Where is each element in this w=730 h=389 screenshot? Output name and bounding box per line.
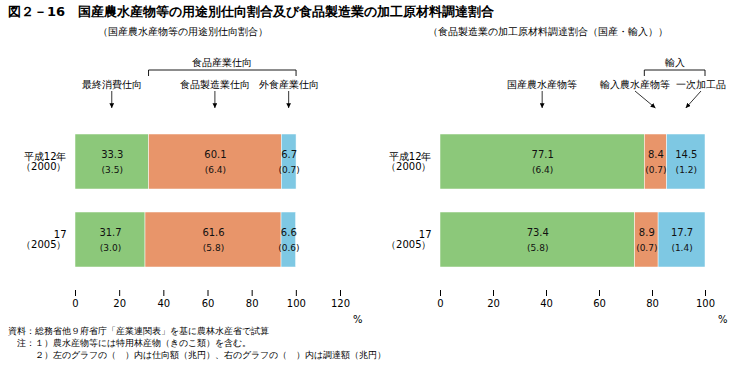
svg-text:(0.7): (0.7) — [645, 165, 666, 175]
svg-text:40: 40 — [540, 298, 553, 309]
svg-text:80: 80 — [246, 298, 259, 309]
svg-text:20: 20 — [113, 298, 126, 309]
svg-text:最終消費仕向: 最終消費仕向 — [82, 79, 142, 90]
svg-text:(3.5): (3.5) — [102, 165, 123, 175]
svg-text:一次加工品: 一次加工品 — [676, 79, 726, 90]
html-text:（食品製造業の加工原材料調達割合（国産・輸入））: （食品製造業の加工原材料調達割合（国産・輸入）） — [427, 26, 668, 37]
svg-text:%: % — [353, 314, 363, 325]
svg-text:平成12年（2000）: 平成12年（2000） — [386, 151, 431, 172]
svg-text:73.4: 73.4 — [527, 227, 549, 238]
svg-text:120: 120 — [331, 298, 350, 309]
svg-text:60.1: 60.1 — [204, 149, 226, 160]
svg-text:国産農水産物等: 国産農水産物等 — [507, 79, 577, 90]
svg-text:60: 60 — [593, 298, 606, 309]
svg-text:100: 100 — [287, 298, 306, 309]
html-text:（国産農水産物等の用途別仕向割合）: （国産農水産物等の用途別仕向割合） — [97, 26, 268, 37]
svg-text:14.5: 14.5 — [675, 149, 697, 160]
svg-text:平成12年（2000）: 平成12年（2000） — [21, 151, 66, 172]
svg-text:80: 80 — [646, 298, 659, 309]
svg-text:31.7: 31.7 — [99, 227, 121, 238]
svg-text:(5.8): (5.8) — [527, 243, 548, 253]
svg-text:食品製造業仕向: 食品製造業仕向 — [180, 79, 250, 90]
html-text:図２－16 国産農水産物等の用途別仕向割合及び食品製造業の加: 図２－16 国産農水産物等の用途別仕向割合及び食品製造業の加工原材料調達割合 — [8, 4, 495, 19]
svg-text:(3.0): (3.0) — [100, 243, 121, 253]
svg-text:(0.6): (0.6) — [278, 243, 299, 253]
html-text:２）左のグラフの（ ）内は仕向額（兆円）、右のグラフの（ ）: ２）左のグラフの（ ）内は仕向額（兆円）、右のグラフの（ ）内は調達額（兆円） — [8, 350, 386, 360]
svg-text:(0.7): (0.7) — [278, 165, 299, 175]
svg-text:17.7: 17.7 — [671, 227, 693, 238]
svg-text:食品産業仕向: 食品産業仕向 — [192, 57, 252, 68]
svg-text:6.7: 6.7 — [281, 149, 297, 160]
svg-text:(1.4): (1.4) — [671, 243, 692, 253]
svg-text:17（2005）: 17（2005） — [21, 229, 66, 250]
svg-text:60: 60 — [202, 298, 215, 309]
svg-text:輸入農水産物等: 輸入農水産物等 — [600, 79, 670, 90]
svg-text:%: % — [718, 314, 728, 325]
svg-text:6.6: 6.6 — [281, 227, 297, 238]
svg-text:17（2005）: 17（2005） — [386, 229, 431, 250]
svg-text:(6.4): (6.4) — [532, 165, 553, 175]
svg-text:33.3: 33.3 — [101, 149, 123, 160]
svg-text:(0.7): (0.7) — [636, 243, 657, 253]
html-text:資料：総務省他９府省庁「産業連関表」を基に農林水産省で試算: 資料：総務省他９府省庁「産業連関表」を基に農林水産省で試算 — [8, 326, 269, 336]
svg-text:8.4: 8.4 — [648, 149, 664, 160]
svg-text:61.6: 61.6 — [202, 227, 224, 238]
svg-text:(6.4): (6.4) — [205, 165, 226, 175]
svg-text:0: 0 — [72, 298, 78, 309]
svg-text:外食産業仕向: 外食産業仕向 — [259, 79, 319, 90]
svg-text:(1.2): (1.2) — [676, 165, 697, 175]
svg-text:100: 100 — [696, 298, 715, 309]
svg-text:輸入: 輸入 — [665, 57, 685, 68]
svg-text:40: 40 — [157, 298, 170, 309]
svg-text:20: 20 — [487, 298, 500, 309]
svg-text:(5.8): (5.8) — [203, 243, 224, 253]
svg-text:8.9: 8.9 — [639, 227, 655, 238]
svg-text:77.1: 77.1 — [532, 149, 554, 160]
svg-text:0: 0 — [437, 298, 443, 309]
html-text:注：１）農水産物等には特用林産物（きのこ類）を含む。: 注：１）農水産物等には特用林産物（きのこ類）を含む。 — [8, 338, 251, 348]
